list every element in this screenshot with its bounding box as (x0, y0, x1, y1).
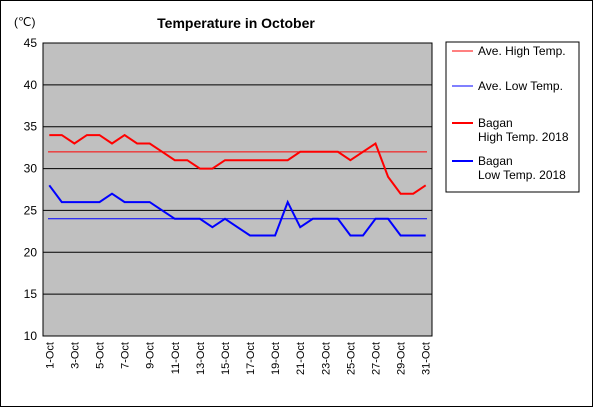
x-tick-label: 19-Oct (270, 342, 282, 375)
legend-label: Bagan High Temp. 2018 (478, 116, 569, 144)
x-tick-label: 27-Oct (371, 342, 383, 375)
legend-box (445, 41, 580, 193)
series-lines (48, 133, 427, 237)
legend-label: Ave. High Temp. (478, 44, 566, 58)
x-tick-label: 1-Oct (44, 342, 56, 369)
x-tick-label: 23-Oct (320, 342, 332, 375)
x-tick-label: 3-Oct (69, 342, 81, 369)
x-tick-label: 21-Oct (295, 342, 307, 375)
y-axis-ticks: 10 15 20 25 30 35 40 45 (24, 36, 38, 343)
legend: Ave. High Temp. Ave. Low Temp. Bagan High T… (452, 44, 569, 182)
x-tick-label: 31-Oct (421, 342, 433, 375)
y-tick-label: 20 (24, 245, 38, 259)
chart-title: Temperature in October (157, 15, 315, 31)
legend-label: Ave. Low Temp. (478, 79, 563, 93)
series-line-3 (48, 184, 426, 237)
x-tick-label: 7-Oct (120, 342, 132, 369)
x-axis-ticks: 1-Oct 3-Oct 5-Oct 7-Oct 9-Oct 11-Oct 13-Oct 15-… (44, 342, 432, 375)
legend-label: Bagan Low Temp. 2018 (478, 154, 566, 182)
x-tick-label: 11-Oct (170, 342, 182, 374)
y-tick-label: 35 (24, 120, 38, 134)
x-tick-label: 25-Oct (345, 342, 357, 375)
y-tick-label: 40 (24, 78, 38, 92)
x-tick-label: 9-Oct (145, 342, 157, 369)
plot-area (42, 42, 433, 337)
y-tick-label: 15 (24, 287, 38, 301)
x-tick-label: 17-Oct (245, 342, 257, 375)
gridlines (43, 84, 432, 295)
x-tick-label: 5-Oct (94, 342, 106, 369)
series-line-2 (49, 133, 427, 195)
unit-label: (℃) (14, 15, 35, 29)
y-tick-label: 25 (24, 203, 38, 217)
x-tick-label: 29-Oct (396, 342, 408, 375)
y-tick-label: 10 (24, 329, 38, 343)
y-tick-label: 45 (24, 36, 38, 50)
x-tick-label: 15-Oct (220, 342, 232, 375)
y-tick-label: 30 (24, 162, 38, 176)
x-tick-label: 13-Oct (195, 342, 207, 375)
